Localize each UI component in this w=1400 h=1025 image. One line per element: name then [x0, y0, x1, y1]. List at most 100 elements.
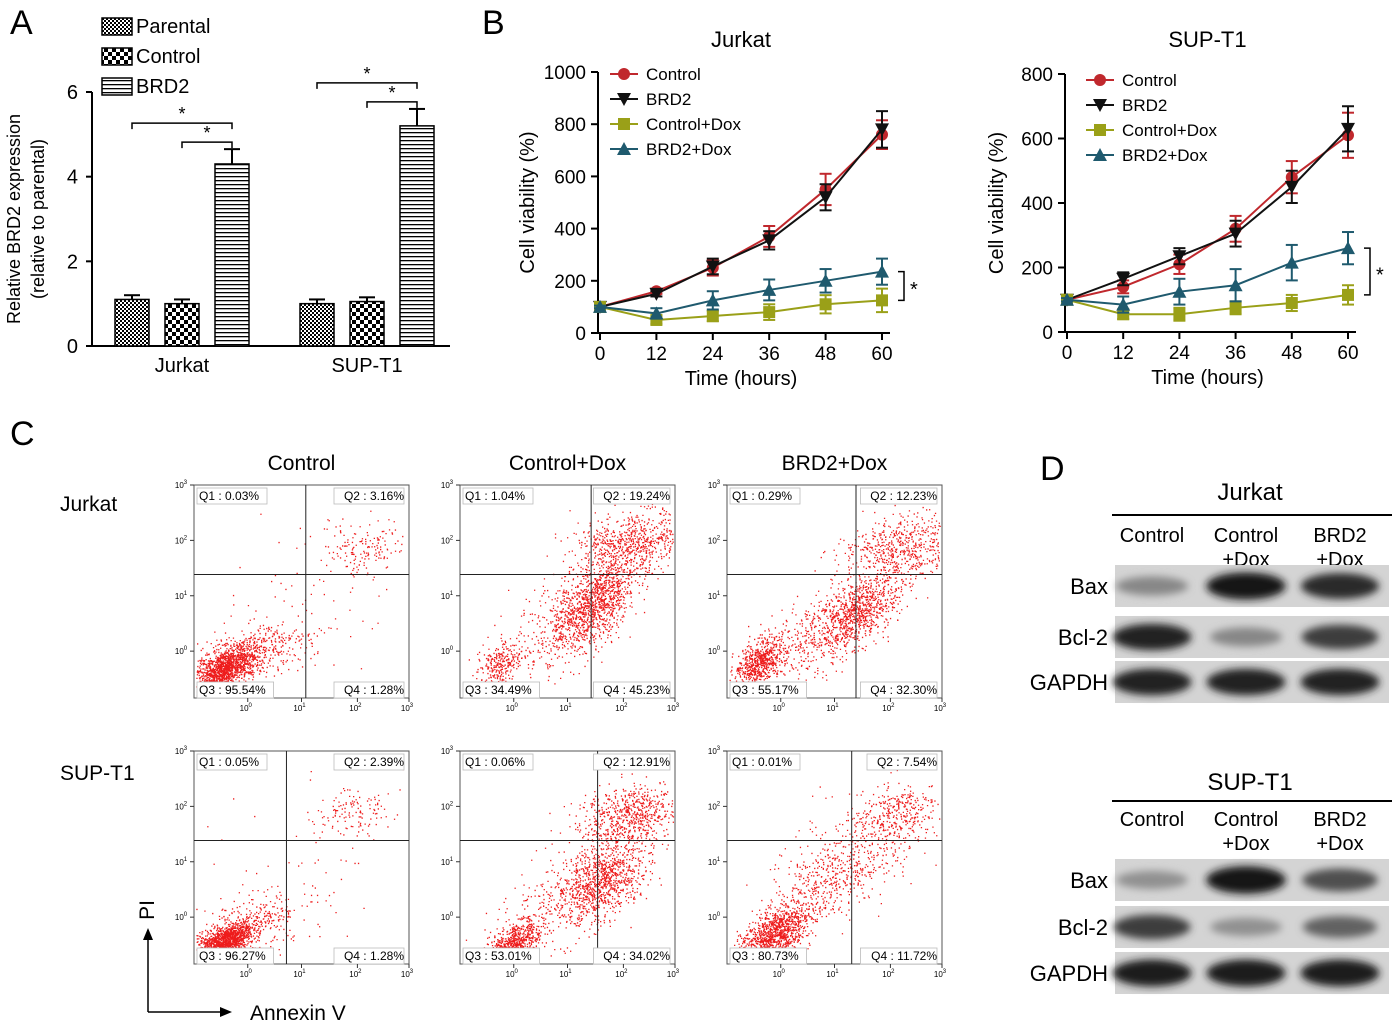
data-point	[1117, 308, 1130, 321]
y-log-exponent: 2	[184, 801, 188, 807]
x-log-exponent: 1	[568, 969, 572, 975]
bar	[299, 302, 335, 347]
significance-bracket	[181, 141, 233, 149]
chart-title: Jurkat	[711, 27, 771, 52]
series-line	[599, 133, 883, 308]
x-log-exponent: 2	[358, 703, 362, 709]
series-line	[599, 299, 883, 321]
blot-band	[1112, 623, 1192, 651]
y-log-exponent: 1	[450, 591, 454, 597]
flow-plot-frame	[726, 484, 943, 699]
flow-plot: Q1 : 1.04% Q2 : 19.24% Q3 : 34.49% Q4 : 45.…	[441, 480, 680, 713]
quadrant-label-box	[333, 753, 405, 771]
significance-bracket	[316, 82, 418, 89]
x-log-tick-label: 101	[293, 703, 306, 713]
data-point	[818, 191, 833, 205]
x-tick-label: 24	[1169, 343, 1191, 364]
data-point	[1094, 74, 1106, 86]
quadrant-label-q3: Q3 : 55.17%	[732, 683, 799, 697]
flow-plot: Q1 : 0.06% Q2 : 12.91% Q3 : 53.01% Q4 : 34.…	[441, 746, 680, 979]
x-log-exponent: 3	[676, 969, 680, 975]
y-tick-label: 1000	[544, 63, 586, 84]
legend-label: Control	[646, 65, 701, 84]
quadrant-label-q3: Q3 : 80.73%	[732, 949, 799, 963]
legend-swatch	[101, 77, 133, 96]
y-log-tick-label: 100	[175, 912, 188, 922]
data-point	[876, 294, 888, 307]
x-log-exponent: 1	[302, 969, 306, 975]
significance-star: *	[388, 83, 395, 103]
blot-band	[1300, 959, 1380, 987]
flow-column-title: Control	[268, 452, 336, 475]
x-log-tick-label: 100	[773, 703, 786, 713]
blot-band	[1209, 627, 1283, 647]
blot-band	[1206, 866, 1286, 894]
quadrant-label-q1: Q1 : 0.05%	[199, 755, 259, 769]
flow-column-title: BRD2+Dox	[782, 452, 888, 475]
legend-label: Parental	[136, 16, 211, 38]
x-log-tick-label: 103	[667, 969, 680, 979]
x-tick-label: 36	[1225, 343, 1246, 364]
blot-row-label: Bcl-2	[1058, 915, 1108, 940]
x-log-exponent: 2	[624, 703, 628, 709]
quadrant-label-q3: Q3 : 34.49%	[465, 683, 532, 697]
blot-band	[1302, 868, 1378, 892]
legend-label: Control	[1122, 71, 1177, 90]
annexin-axis-label: Annexin V	[250, 1002, 346, 1025]
y-log-tick-label: 103	[708, 746, 721, 756]
y-log-exponent: 1	[717, 591, 721, 597]
x-tick-label: 48	[815, 344, 836, 365]
y-log-exponent: 3	[184, 480, 188, 486]
series-line	[1066, 247, 1349, 306]
y-log-tick-label: 101	[175, 857, 188, 867]
flow-row-label: SUP-T1	[60, 762, 135, 785]
quadrant-label-box	[729, 487, 801, 505]
flow-plot-frame	[459, 484, 676, 699]
blot-lane-label: BRD2	[1313, 525, 1366, 547]
x-log-exponent: 2	[358, 969, 362, 975]
significance-star: *	[363, 64, 370, 84]
x-log-exponent: 2	[624, 969, 628, 975]
quadrant-label-q3: Q3 : 95.54%	[199, 683, 266, 697]
y-tick-label: 4	[67, 167, 78, 189]
blot-band	[1301, 624, 1379, 650]
significance-bracket	[366, 101, 418, 108]
quadrant-label-box	[333, 487, 405, 505]
y-tick-label: 600	[554, 167, 586, 188]
x-log-exponent: 0	[515, 703, 519, 709]
flow-event-dots	[729, 504, 941, 696]
panel-label-d: D	[1040, 450, 1065, 488]
quadrant-label-box	[859, 947, 938, 965]
y-log-exponent: 2	[717, 801, 721, 807]
data-point	[649, 306, 664, 320]
y-log-exponent: 2	[184, 535, 188, 541]
series-line	[1066, 128, 1349, 301]
series-control	[594, 119, 888, 313]
quadrant-label-box	[462, 947, 540, 965]
pi-axis-label: PI	[136, 900, 159, 920]
flow-event-dots	[196, 768, 404, 964]
x-axis-label: Time (hours)	[685, 368, 798, 390]
quadrant-label-box	[462, 753, 534, 771]
quadrant-label-box	[729, 753, 801, 771]
blot-band	[1112, 668, 1192, 696]
data-point	[1341, 241, 1355, 255]
y-log-tick-label: 103	[175, 480, 188, 490]
data-point	[1284, 255, 1299, 269]
y-tick-label: 0	[67, 336, 78, 358]
y-log-tick-label: 101	[175, 591, 188, 601]
data-point	[819, 298, 832, 311]
flow-plot: Q1 : 0.29% Q2 : 12.23% Q3 : 55.17% Q4 : 32.…	[708, 480, 947, 713]
x-log-exponent: 2	[891, 703, 895, 709]
y-log-exponent: 0	[450, 646, 454, 652]
y-log-tick-label: 100	[708, 912, 721, 922]
data-point	[1172, 250, 1187, 264]
y-log-exponent: 1	[184, 591, 188, 597]
blot-lane-label: +Dox	[1222, 833, 1269, 855]
y-log-tick-label: 100	[441, 912, 454, 922]
x-log-tick-label: 102	[882, 703, 895, 713]
x-tick-label: 0	[1062, 343, 1073, 364]
y-tick-label: 800	[554, 115, 586, 136]
quadrant-label-q4: Q4 : 11.72%	[871, 949, 937, 963]
